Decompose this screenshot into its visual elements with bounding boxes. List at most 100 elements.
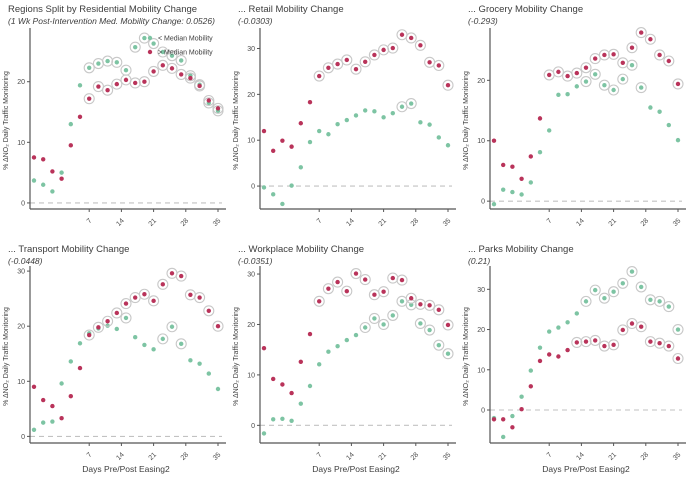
data-point (675, 137, 681, 143)
data-point (77, 365, 83, 371)
significance-ring (663, 55, 675, 67)
data-point (353, 332, 359, 338)
data-point (510, 189, 515, 195)
data-point (68, 359, 74, 364)
data-point (436, 135, 441, 140)
significance-ring (442, 348, 454, 360)
panel-parks: ... Parks Mobility Change (0.21) 0 10 20 30… (460, 240, 690, 480)
panel-subtitle: (-0.293) (468, 16, 498, 26)
data-point (326, 349, 331, 354)
data-point (399, 277, 405, 283)
data-point (363, 59, 368, 65)
data-point (353, 66, 359, 72)
data-point (50, 403, 55, 409)
significance-ring (359, 274, 371, 286)
data-point (602, 295, 607, 301)
data-point (381, 115, 386, 120)
data-point (261, 345, 267, 351)
significance-ring (617, 57, 629, 69)
significance-ring (552, 66, 564, 78)
data-point (445, 82, 451, 88)
y-tick-label: 0 (481, 408, 485, 415)
data-point (620, 60, 625, 66)
y-axis-title: % ΔNO₂ Daily Traffic Monitoring (3, 71, 10, 170)
data-point (510, 164, 515, 169)
data-point (123, 77, 129, 83)
data-point (445, 322, 451, 328)
panel-title: Regions Split by Residential Mobility Ch… (8, 4, 198, 15)
y-tick-label: 10 (17, 140, 25, 147)
y-tick-label: 20 (17, 79, 25, 86)
significance-ring (120, 312, 132, 324)
y-tick-label: 20 (477, 327, 485, 334)
y-tick-label: 10 (247, 372, 255, 379)
panel-grocery: ... Grocery Mobility Change (-0.293) 0 10… (460, 0, 690, 240)
data-point (547, 329, 552, 334)
data-point (169, 66, 175, 71)
significance-ring (368, 49, 380, 61)
data-point (418, 302, 423, 307)
scatter-plot-retail: 0 10 20 30 7 14 21 28 35 % ΔNO₂ Daily Traffic Mon… (233, 28, 456, 228)
x-tick-label: 35 (442, 217, 453, 228)
data-point (68, 143, 74, 148)
data-point (307, 383, 313, 389)
data-point (583, 65, 589, 70)
data-point (565, 347, 570, 353)
data-point (574, 84, 579, 89)
data-point (317, 299, 322, 304)
panel-title: ... Retail Mobility Change (238, 4, 344, 15)
significance-ring (580, 62, 592, 74)
significance-ring (175, 338, 187, 350)
data-point (620, 76, 625, 82)
data-point (565, 73, 570, 79)
x-tick-label: 21 (608, 451, 619, 462)
significance-ring (175, 68, 187, 80)
scatter-plot-workplace: 0 10 20 30 7 14 21 28 35 % ΔNO₂ Daily Traffic Mon… (233, 266, 456, 474)
significance-ring (672, 323, 684, 336)
data-point (501, 417, 506, 422)
panel-subtitle: (1 Wk Post-Intervention Med. Mobility Ch… (8, 16, 215, 26)
data-point (344, 117, 349, 123)
data-point (105, 58, 110, 64)
data-point (133, 44, 138, 50)
data-point (372, 109, 377, 114)
data-point (50, 189, 55, 194)
scatter-plot-grocery: 0 10 20 7 14 21 28 35 % ΔNO₂ Daily Traffic Monit… (463, 27, 686, 228)
data-point (436, 307, 441, 313)
y-tick-label: 20 (17, 324, 25, 331)
data-point (639, 284, 644, 290)
data-point (593, 72, 598, 77)
data-point (583, 79, 589, 84)
significance-ring (414, 298, 426, 310)
data-point (31, 384, 37, 390)
x-tick-label: 7 (546, 451, 554, 459)
data-point (41, 420, 46, 425)
data-point (436, 342, 441, 348)
data-point (620, 327, 625, 333)
data-point (574, 340, 579, 345)
significance-ring (617, 73, 629, 85)
data-point (629, 45, 635, 50)
data-point (261, 185, 267, 190)
data-point (123, 67, 129, 73)
data-point (611, 342, 616, 348)
significance-ring (608, 48, 620, 60)
scatter-plot-parks: 0 10 20 30 7 14 21 28 35 % ΔNO₂ Daily Traffic Mon… (463, 266, 686, 474)
data-point (381, 47, 386, 53)
data-point (133, 295, 138, 300)
x-tick-label: 21 (378, 217, 389, 228)
data-point (87, 65, 92, 70)
x-tick-label: 14 (115, 217, 126, 228)
data-point (105, 319, 110, 324)
data-point (657, 299, 662, 304)
data-point (399, 299, 405, 304)
significance-ring (359, 321, 371, 334)
data-point (179, 273, 184, 279)
data-point (363, 325, 368, 330)
significance-ring (332, 276, 344, 288)
data-point (215, 323, 221, 329)
data-point (583, 299, 589, 304)
data-point (675, 81, 681, 87)
significance-ring (378, 286, 390, 298)
significance-ring (598, 292, 610, 304)
